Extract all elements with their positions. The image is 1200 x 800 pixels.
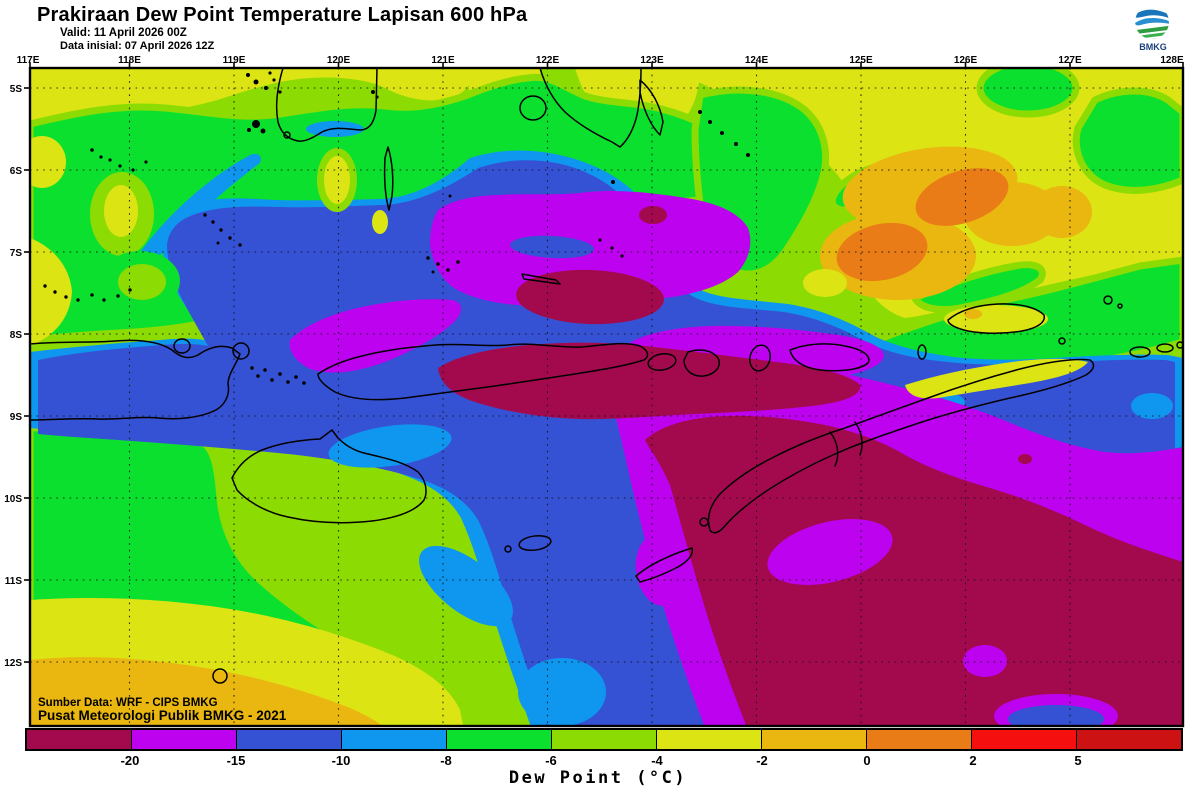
- lat-label: 7S: [10, 248, 23, 259]
- colorbar-tick: 5: [1074, 753, 1082, 768]
- map-frame: [28, 66, 1185, 728]
- lon-label: 124E: [745, 55, 769, 66]
- dewpoint-contour-field: Sumber Data: WRF - CIPS BMKG Pusat Meteo…: [30, 68, 1183, 726]
- colorbar-tick: 0: [863, 753, 871, 768]
- lon-label: 118E: [118, 55, 141, 66]
- lat-label: 6S: [10, 166, 23, 177]
- colorbar-cell: [551, 730, 656, 749]
- lon-label: 120E: [327, 55, 351, 66]
- bmkg-logo-icon: [1135, 5, 1169, 39]
- colorbar-cell: [236, 730, 341, 749]
- colorbar-tick: -10: [331, 753, 351, 768]
- colorbar-cell: [131, 730, 236, 749]
- lon-label: 121E: [431, 55, 455, 66]
- colorbar-tick: -6: [545, 753, 557, 768]
- colorbar-tick: -2: [756, 753, 768, 768]
- initial-time-label: Data inisial: 07 April 2026 12Z: [60, 40, 215, 52]
- lon-label: 126E: [954, 55, 978, 66]
- lat-label: 10S: [4, 494, 22, 505]
- colorbar-caption: Dew Point (°C): [508, 768, 688, 788]
- colorbar-cell: [27, 730, 131, 749]
- credit-source: Sumber Data: WRF - CIPS BMKG: [38, 697, 218, 709]
- colorbar-tick: -8: [440, 753, 452, 768]
- lat-label: 12S: [4, 658, 22, 669]
- colorbar-cell: [971, 730, 1076, 749]
- page-title: Prakiraan Dew Point Temperature Lapisan …: [37, 4, 528, 26]
- colorbar-tick: -20: [120, 753, 140, 768]
- lon-label: 123E: [640, 55, 664, 66]
- colorbar-cell: [866, 730, 971, 749]
- lat-label: 5S: [10, 84, 23, 95]
- colorbar-cell: [341, 730, 446, 749]
- colorbar-cell: [656, 730, 761, 749]
- colorbar-tick: 2: [969, 753, 977, 768]
- lat-label: 8S: [10, 330, 23, 341]
- colorbar-tick: -15: [226, 753, 246, 768]
- lat-axis: 5S 6S 7S 8S 9S 10S 11S 12S: [4, 84, 22, 669]
- lon-label: 128E: [1160, 55, 1184, 66]
- lon-label: 125E: [849, 55, 873, 66]
- lat-label: 9S: [10, 412, 23, 423]
- lon-label: 122E: [536, 55, 560, 66]
- valid-time-label: Valid: 11 April 2026 00Z: [60, 27, 187, 39]
- colorbar-cell: [761, 730, 866, 749]
- lon-axis: 117E 118E 119E 120E 121E 122E 123E 124E …: [17, 55, 1184, 66]
- lat-label: 11S: [5, 576, 23, 587]
- colorbar-cell: [446, 730, 551, 749]
- credit-publisher: Pusat Meteorologi Publik BMKG - 2021: [38, 708, 287, 723]
- colorbar-tick: -4: [651, 753, 663, 768]
- lon-label: 117E: [17, 55, 40, 66]
- colorbar: [25, 728, 1183, 751]
- colorbar-cell: [1076, 730, 1181, 749]
- axis-ticks: [24, 62, 1184, 663]
- bmkg-logo-text: BMKG: [1139, 42, 1167, 52]
- lon-label: 119E: [223, 55, 246, 66]
- small-island-specks: [43, 71, 750, 385]
- graticule: [30, 68, 1183, 726]
- lon-label: 127E: [1058, 55, 1082, 66]
